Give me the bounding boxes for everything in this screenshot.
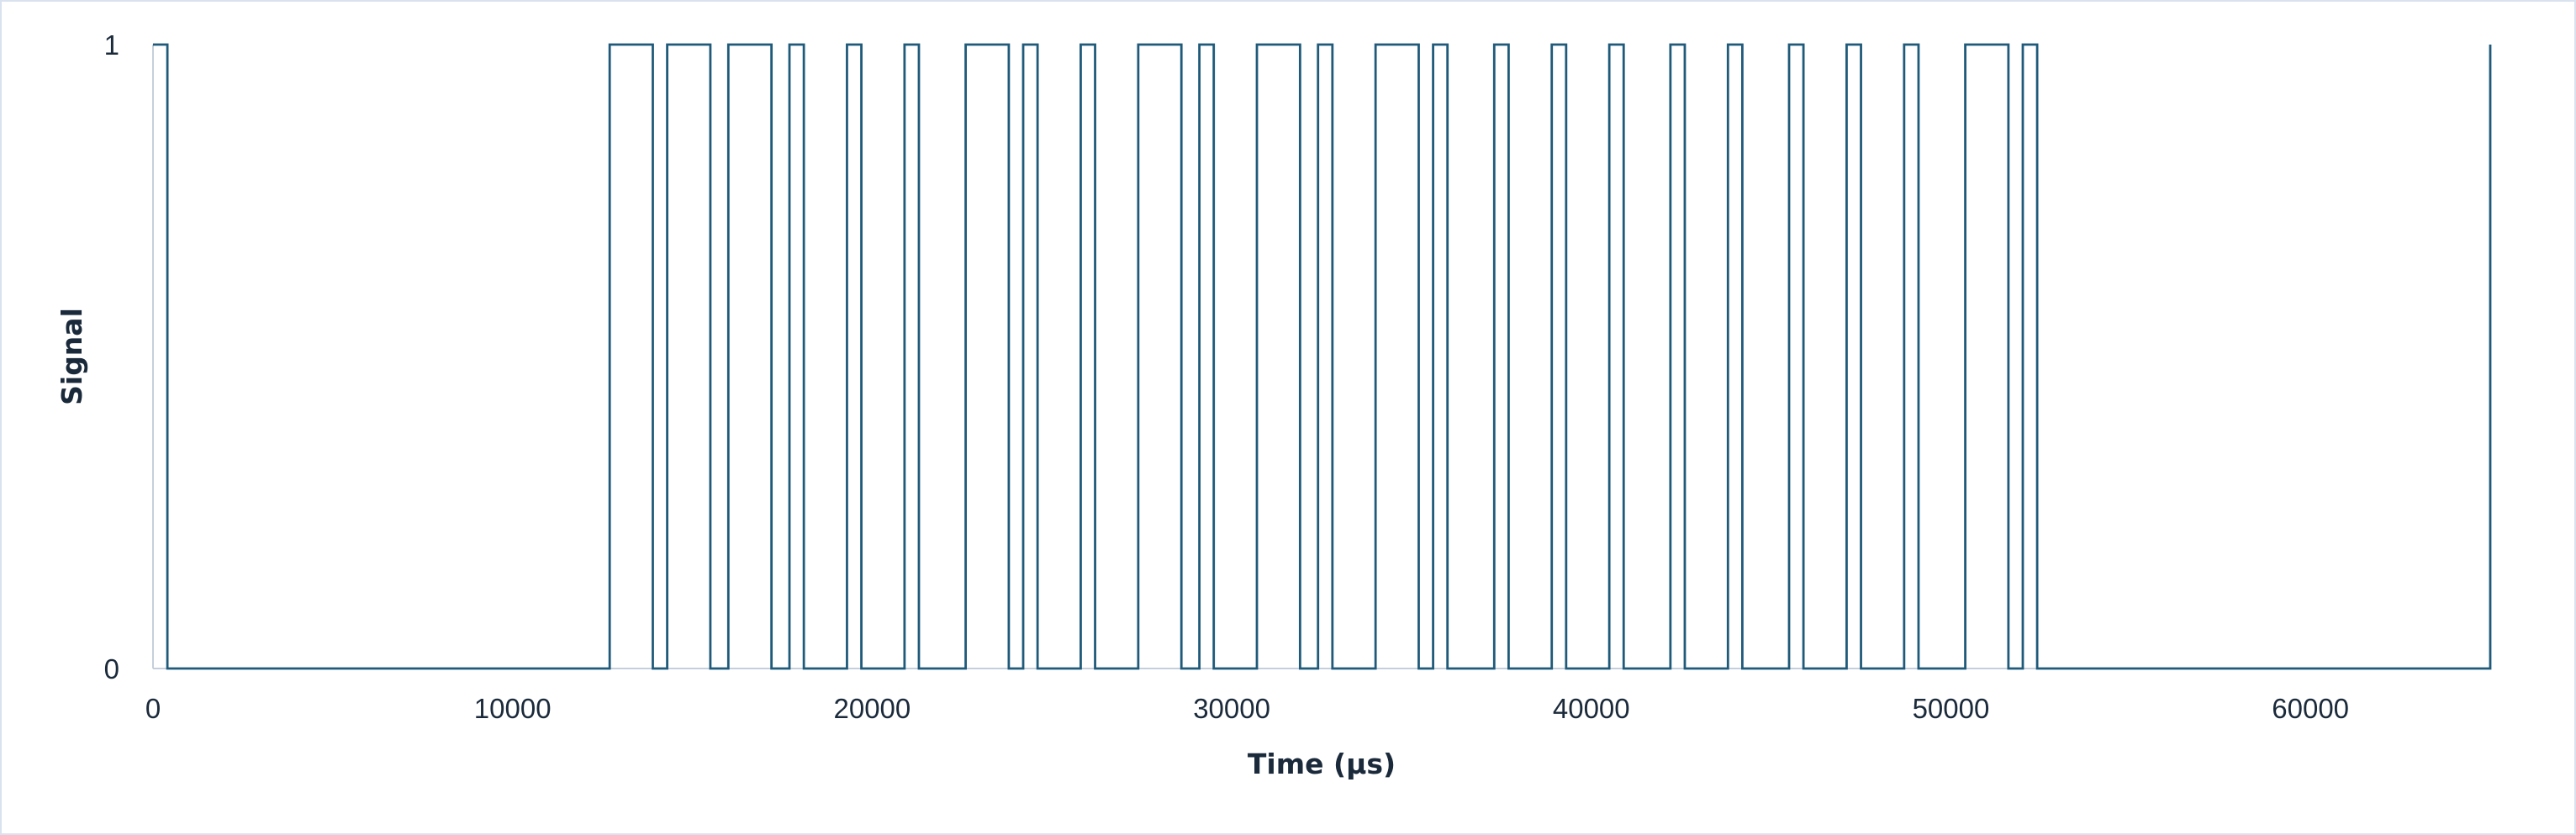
x-tick-label: 10000 — [474, 693, 552, 724]
signal-line — [153, 43, 2492, 670]
y-axis-title: Signal — [55, 308, 88, 405]
x-tick-label: 50000 — [1913, 693, 1990, 724]
y-tick-label: 0 — [104, 653, 119, 684]
y-tick-label: 1 — [104, 29, 119, 61]
x-tick-label: 20000 — [834, 693, 911, 724]
x-tick-label: 60000 — [2272, 693, 2349, 724]
x-axis-title: Time (μs) — [1248, 748, 1396, 780]
x-tick-label: 30000 — [1193, 693, 1270, 724]
x-tick-label: 0 — [145, 693, 161, 724]
x-tick-label: 40000 — [1553, 693, 1630, 724]
